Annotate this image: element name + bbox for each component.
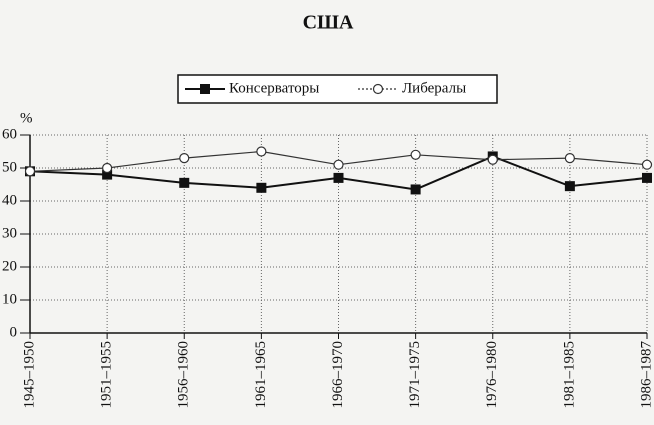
- y-tick-label: 50: [2, 159, 17, 175]
- point: [102, 162, 113, 174]
- x-tick-label: 1981–1985: [561, 341, 577, 409]
- point: [102, 169, 113, 180]
- x-tick-label: 1961–1965: [253, 341, 269, 409]
- chart-title: США: [303, 12, 354, 34]
- point: [564, 153, 575, 164]
- x-tick-label: 1945–1950: [21, 341, 37, 409]
- point: [179, 153, 190, 164]
- point: [333, 172, 344, 183]
- point: [256, 146, 267, 157]
- y-axis-label: %: [20, 110, 33, 126]
- point: [642, 172, 652, 183]
- point: [487, 154, 498, 165]
- legend-marker: [200, 84, 210, 94]
- y-tick-label: 60: [2, 126, 17, 142]
- x-tick-label: 1956–1960: [176, 341, 192, 409]
- point: [179, 177, 190, 188]
- x-tick-label: 1951–1955: [99, 341, 115, 409]
- y-tick-label: 20: [2, 258, 17, 274]
- point: [410, 149, 421, 160]
- y-tick-label: 10: [2, 291, 17, 307]
- x-tick-label: 1976–1980: [484, 341, 500, 409]
- y-tick-label: 0: [10, 324, 18, 340]
- x-tick-label: 1966–1970: [330, 341, 346, 409]
- point: [410, 184, 421, 195]
- point: [564, 181, 575, 192]
- legend-marker: [372, 83, 384, 95]
- y-tick-label: 40: [2, 192, 17, 208]
- legend-label: Либералы: [402, 80, 466, 96]
- point: [333, 159, 344, 170]
- x-tick-label: 1986–1987: [638, 341, 654, 409]
- point: [24, 166, 36, 177]
- point: [256, 182, 267, 193]
- legend-box: [177, 74, 498, 104]
- legend-label: Консерваторы: [229, 80, 319, 96]
- y-tick-label: 30: [2, 225, 17, 241]
- x-tick-label: 1971–1975: [407, 341, 423, 409]
- point: [641, 159, 653, 170]
